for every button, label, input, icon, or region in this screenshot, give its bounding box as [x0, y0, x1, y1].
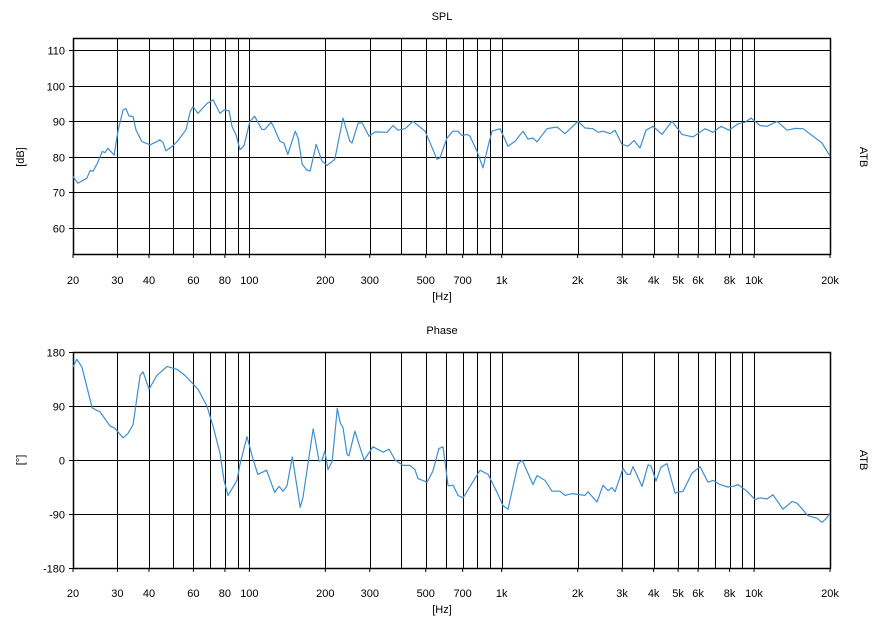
phase-x-tick-label: 3k	[616, 588, 628, 600]
phase-x-tick-label: 10k	[745, 588, 763, 600]
spl-x-tick-label: 1k	[496, 275, 508, 287]
phase-y-axis-label: [°]	[15, 455, 27, 466]
spl-chart-title: SPL	[432, 11, 453, 23]
phase-x-axis-label: [Hz]	[432, 604, 452, 616]
phase-y-tick-label: -90	[49, 510, 65, 522]
spl-y-tick-label: 80	[53, 153, 65, 165]
phase-y-tick-label: 180	[47, 348, 65, 360]
spl-x-tick-label: 40	[143, 275, 155, 287]
phase-y-tick-label: -180	[43, 564, 65, 576]
phase-plot-frame	[72, 351, 832, 570]
spl-x-axis-label: [Hz]	[432, 291, 452, 303]
spl-y-tick-label: 90	[53, 117, 65, 129]
phase-x-tick-label: 40	[143, 588, 155, 600]
spl-x-tick-label: 200	[316, 275, 334, 287]
spl-x-tick-label: 2k	[572, 275, 584, 287]
phase-x-tick-label: 200	[316, 588, 334, 600]
phase-x-tick-label: 30	[111, 588, 123, 600]
spl-right-label: ATB	[857, 147, 869, 168]
phase-x-tick-label: 5k	[672, 588, 684, 600]
spl-x-tick-label: 5k	[672, 275, 684, 287]
spl-y-axis-label: [dB]	[15, 147, 27, 167]
phase-x-tick-label: 6k	[692, 588, 704, 600]
spl-response-line	[72, 99, 831, 184]
spl-y-tick-label: 70	[53, 188, 65, 200]
phase-x-tick-label: 8k	[724, 588, 736, 600]
spl-x-tick-label: 80	[219, 275, 231, 287]
phase-chart-title: Phase	[426, 325, 457, 337]
spl-x-tick-label: 100	[240, 275, 258, 287]
spl-y-tick-label: 100	[47, 82, 65, 94]
spl-x-tick-label: 300	[361, 275, 379, 287]
phase-x-tick-label: 2k	[572, 588, 584, 600]
spl-x-tick-label: 700	[453, 275, 471, 287]
spl-x-tick-label: 20	[67, 275, 79, 287]
phase-x-tick-label: 20	[67, 588, 79, 600]
spl-x-tick-label: 8k	[724, 275, 736, 287]
spl-x-tick-label: 30	[111, 275, 123, 287]
phase-y-tick-label: 0	[59, 456, 65, 468]
phase-x-tick-label: 60	[187, 588, 199, 600]
phase-x-tick-label: 1k	[496, 588, 508, 600]
phase-x-tick-label: 500	[417, 588, 435, 600]
spl-chart: SPL [Hz] [dB] ATB 60 70 80 90 100 110 20 30 40 60…	[15, 11, 869, 303]
spl-x-tick-label: 500	[417, 275, 435, 287]
phase-right-label: ATB	[857, 450, 869, 471]
phase-chart: Phase [Hz] [°] ATB -180 -90 0 90 180 20 30 40 60…	[15, 325, 869, 616]
spl-x-tick-label: 60	[187, 275, 199, 287]
phase-x-tick-label: 300	[361, 588, 379, 600]
spl-x-tick-label: 3k	[616, 275, 628, 287]
phase-x-tick-label: 20k	[821, 588, 839, 600]
spl-x-tick-label: 20k	[821, 275, 839, 287]
spl-x-tick-label: 6k	[692, 275, 704, 287]
spl-x-tick-label: 10k	[745, 275, 763, 287]
phase-x-tick-label: 700	[453, 588, 471, 600]
spl-y-tick-label: 110	[47, 46, 65, 58]
phase-y-tick-label: 90	[53, 402, 65, 414]
spl-plot-frame	[72, 37, 832, 256]
spl-x-tick-label: 4k	[648, 275, 660, 287]
phase-response-line	[72, 358, 831, 524]
phase-x-tick-label: 4k	[648, 588, 660, 600]
phase-x-tick-label: 80	[219, 588, 231, 600]
phase-x-tick-label: 100	[240, 588, 258, 600]
spl-y-tick-label: 60	[53, 224, 65, 236]
